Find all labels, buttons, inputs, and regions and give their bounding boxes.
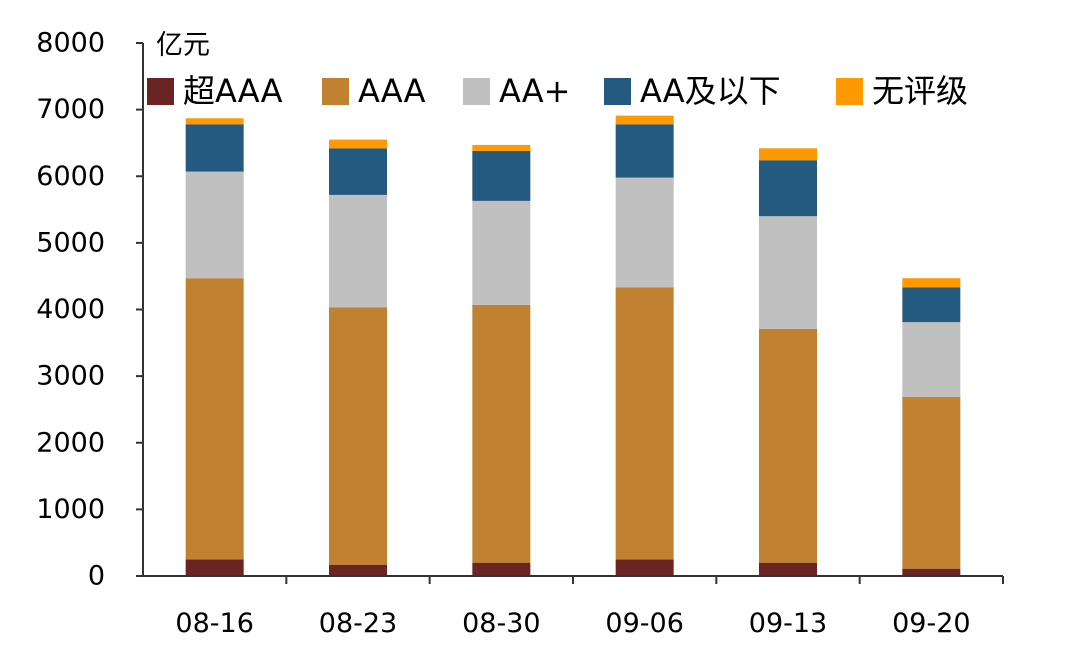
legend-swatch (322, 78, 349, 105)
bar-segment (759, 328, 817, 563)
y-tick-label: 0 (88, 561, 105, 592)
bar-segment (472, 200, 531, 305)
y-tick-label: 3000 (36, 361, 105, 392)
bar-segment (902, 278, 961, 288)
bar-stack (472, 144, 531, 576)
bar-segment (615, 115, 674, 125)
x-tick-label: 08-23 (319, 608, 397, 639)
x-axis-ticks: 08-16 08-23 08-30 09-06 09-13 09-20 (175, 576, 1004, 639)
bar-segment (902, 322, 961, 397)
y-tick-label: 8000 (36, 28, 105, 59)
bar-segment (185, 278, 244, 560)
bar-stacks (185, 115, 961, 576)
y-tick-label: 2000 (36, 427, 105, 458)
bar-segment (329, 194, 387, 308)
bar-segment (185, 559, 244, 576)
y-tick-label: 4000 (36, 294, 105, 325)
bar-segment (185, 124, 244, 172)
bar-segment (759, 216, 817, 329)
bar-segment (472, 304, 531, 563)
x-tick-label: 08-16 (175, 608, 253, 639)
bar-segment (902, 287, 961, 323)
bar-segment (329, 139, 387, 149)
bar-segment (329, 307, 387, 565)
bar-segment (902, 396, 961, 569)
legend-item: 超AAA (147, 72, 283, 110)
legend: 超AAA AAA AA+ AA及以下 无评级 (147, 72, 968, 110)
legend-item: AA及以下 (604, 72, 781, 110)
bar-stack (615, 115, 674, 576)
bar-segment (472, 150, 531, 201)
y-axis-ticks: 0 1000 2000 3000 4000 5000 6000 7000 8000 (36, 28, 143, 592)
legend-label: 超AAA (183, 72, 283, 110)
bar-segment (329, 564, 387, 576)
x-tick-label: 08-30 (462, 608, 540, 639)
bar-segment (185, 118, 244, 125)
legend-swatch (604, 78, 631, 105)
bar-segment (185, 171, 244, 279)
y-tick-label: 7000 (36, 94, 105, 125)
axes (142, 43, 1003, 577)
bar-segment (329, 148, 387, 195)
legend-item: AAA (322, 72, 426, 110)
bar-segment (759, 562, 817, 576)
bar-segment (615, 124, 674, 178)
legend-label: AAA (358, 72, 426, 110)
legend-swatch (836, 78, 863, 105)
bar-segment (615, 287, 674, 560)
bar-stack (329, 139, 387, 576)
bar-segment (902, 568, 961, 576)
x-tick-label: 09-20 (892, 608, 970, 639)
bar-segment (472, 144, 531, 151)
legend-label: 无评级 (872, 72, 968, 110)
x-tick-label: 09-13 (749, 608, 827, 639)
y-tick-label: 5000 (36, 227, 105, 258)
bar-stack (759, 148, 817, 576)
legend-label: AA及以下 (640, 72, 781, 110)
bar-segment (759, 148, 817, 161)
y-tick-label: 1000 (36, 494, 105, 525)
legend-swatch (463, 78, 490, 105)
x-tick-label: 09-06 (605, 608, 683, 639)
bar-segment (472, 562, 531, 576)
bar-segment (615, 177, 674, 288)
legend-item: AA+ (463, 72, 570, 110)
y-axis-unit-label: 亿元 (156, 30, 210, 61)
legend-swatch (147, 78, 174, 105)
legend-label: AA+ (499, 72, 570, 110)
bar-stack (185, 118, 244, 576)
legend-item: 无评级 (836, 72, 968, 110)
bar-segment (615, 559, 674, 576)
bar-segment (759, 160, 817, 217)
y-tick-label: 6000 (36, 161, 105, 192)
bar-stack (902, 278, 961, 576)
